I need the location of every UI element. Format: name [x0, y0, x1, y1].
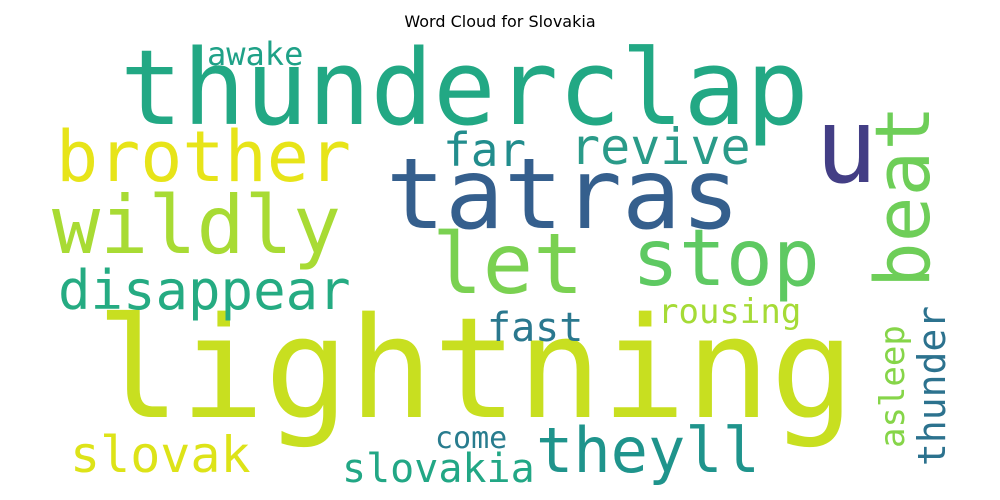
word-u: u — [815, 85, 878, 207]
word-asleep: asleep — [873, 325, 913, 448]
word-thunderclap: thunderclap — [120, 38, 809, 149]
word-theyll: theyll — [536, 414, 760, 487]
word-come: come — [435, 421, 508, 456]
word-awake: awake — [207, 38, 304, 73]
word-let: let — [432, 215, 584, 313]
word-disappear: disappear — [58, 259, 351, 322]
word-fast: fast — [487, 305, 584, 351]
word-far: far — [443, 123, 527, 177]
word-stop: stop — [632, 214, 820, 304]
word-slovakia: slovakia — [342, 446, 535, 488]
word-cloud-canvas: lightning thunderclap tatras wildly brot… — [50, 38, 950, 488]
word-thunder: thunder — [910, 305, 950, 466]
word-rousing: rousing — [658, 292, 802, 332]
figure-title: Word Cloud for Slovakia — [404, 12, 596, 31]
word-tatras: tatras — [386, 138, 741, 252]
word-revive: revive — [570, 118, 751, 176]
word-slovak: slovak — [70, 426, 251, 484]
word-brother: brother — [56, 116, 352, 198]
word-wildly: wildly — [52, 179, 341, 272]
word-lightning: lightning — [96, 288, 855, 451]
